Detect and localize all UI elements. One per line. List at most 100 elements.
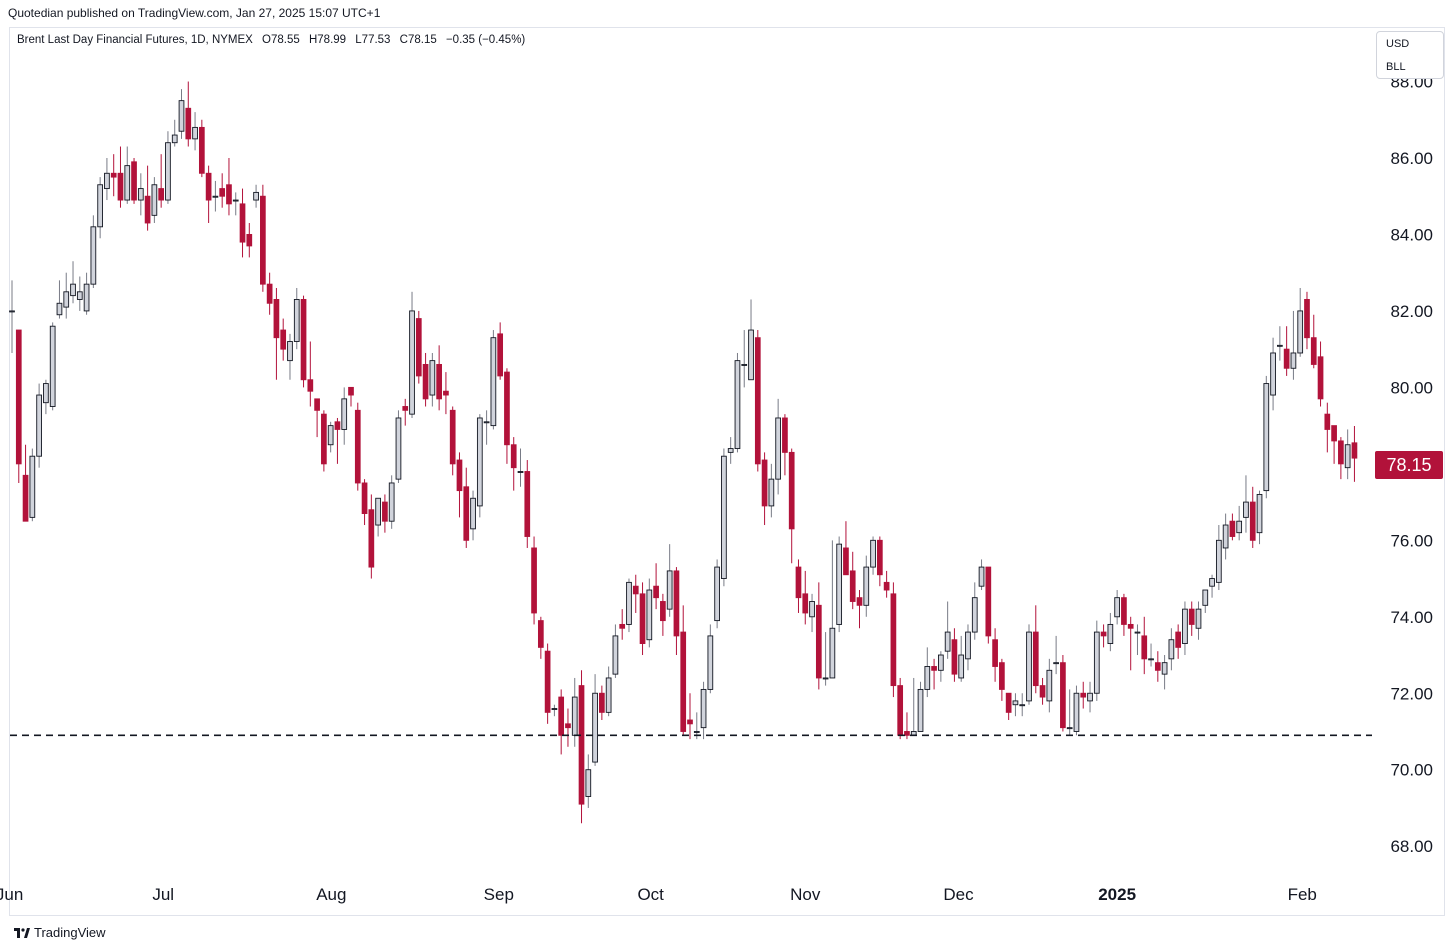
candle [700,681,707,740]
candle [931,658,937,690]
symbol-legend[interactable]: Brent Last Day Financial Futures, 1D, NY… [17,34,531,46]
candle [863,555,870,617]
candle [104,157,110,201]
last-price-label: 78.15 [1375,451,1443,479]
candle-body [1019,704,1026,707]
candle [436,345,442,411]
candles-layer [9,81,1358,824]
candle-body [1134,631,1141,634]
candle-body [1121,597,1127,625]
candle [76,276,83,311]
candle-body [605,677,612,713]
candle [727,437,734,464]
candle [754,330,761,472]
candle-body [1324,413,1331,430]
candle [280,318,287,361]
candle [904,712,910,740]
candle-body [232,199,239,202]
candle-body [1236,520,1243,534]
candle [768,463,775,518]
tradingview-logo-icon [14,927,30,938]
candle [504,368,510,464]
candle [341,387,348,445]
x-tick-label: Aug [316,885,346,904]
candle [266,272,273,315]
candle [666,544,673,617]
candle-body [1256,493,1263,534]
candle [1277,326,1283,361]
candle [1236,505,1243,541]
candle-body [219,188,226,197]
candle-body [822,677,829,680]
candle [1209,574,1215,598]
candle-body [205,172,212,201]
candle-body [876,539,883,576]
candle [348,386,354,407]
y-tick-label: 86.00 [1390,149,1433,168]
candle [15,329,22,483]
candle [131,157,137,204]
candle-body [761,459,768,507]
x-tick-label: Sep [484,885,514,904]
candle [924,647,931,698]
candle-body [463,486,470,541]
candle [253,184,259,208]
candle [971,582,978,640]
candle [1060,655,1066,732]
candle-body [782,417,788,453]
candle [992,628,998,682]
candle [205,165,212,223]
candle-body [944,631,951,652]
candle [117,146,124,208]
publisher-line: Quotedian published on TradingView.com, … [8,6,381,20]
legend-change: −0.35 (−0.45%) [445,34,526,46]
candle-body [551,708,558,710]
candle [890,582,897,698]
candle [1175,624,1182,659]
currency-unit-selector[interactable]: USD BLL [1376,31,1444,79]
candle [761,452,768,526]
candle [212,180,219,212]
candle-body [700,688,707,729]
candle-body [104,172,110,190]
candle [999,658,1005,701]
brand-label: TradingView [34,925,106,940]
candle-body [544,650,551,713]
candle-body [517,471,524,473]
candle [1026,624,1032,705]
candle-body [1175,631,1182,648]
candle-body [1168,639,1175,660]
candle [1188,601,1195,636]
candle [1168,628,1175,671]
candle-body [273,299,280,339]
candle [273,287,280,380]
candle [721,448,727,587]
candle-body [870,539,876,568]
candle-body [829,627,836,679]
candle-body [890,593,897,687]
candle [592,674,598,766]
candle-body [1073,692,1080,732]
x-tick-label: Dec [943,885,974,904]
candle [822,632,829,686]
candle-body [287,341,293,362]
candle [178,89,185,139]
candle [422,352,429,407]
candle [876,536,883,587]
candle [1073,685,1080,736]
candle [415,310,422,384]
candle [158,154,165,208]
candle [1066,689,1073,736]
candle-body [619,623,626,629]
tradingview-brand[interactable]: TradingView [14,925,106,940]
candle-body [1100,631,1107,637]
candle-body [470,497,476,530]
candle [307,341,314,407]
candle [1215,525,1222,591]
candle [938,651,944,682]
candle [795,559,802,613]
candle [524,460,531,548]
candle [226,157,232,216]
legend-symbol: Brent Last Day Financial Futures, 1D, NY… [17,34,253,46]
